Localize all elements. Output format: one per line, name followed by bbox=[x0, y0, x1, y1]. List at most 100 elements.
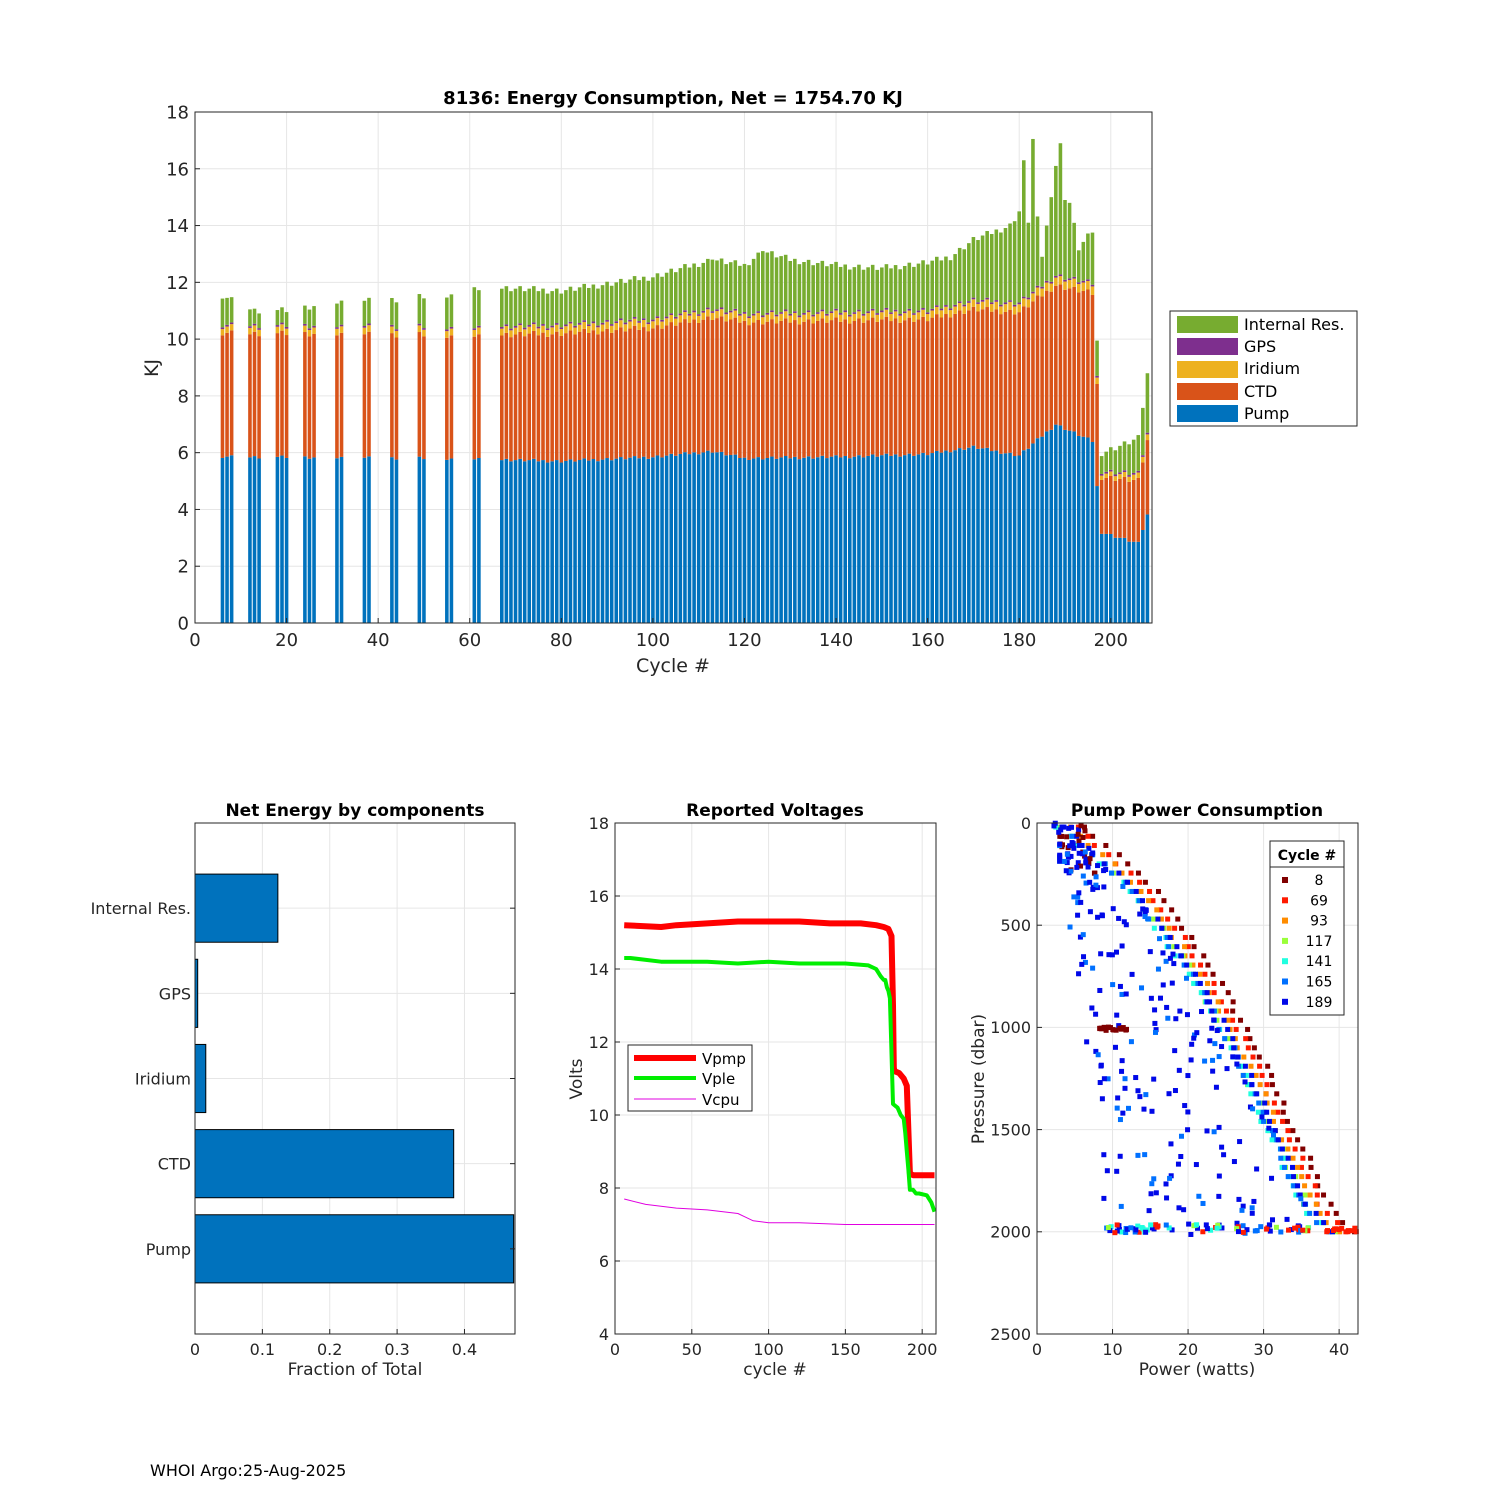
bar-gps bbox=[660, 319, 664, 322]
legend-label-cycle-69: 69 bbox=[1310, 893, 1328, 909]
scatter-point bbox=[1202, 971, 1208, 977]
scatter-point bbox=[1075, 900, 1081, 906]
bar-ctd bbox=[1067, 288, 1072, 431]
scatter-point bbox=[1186, 1221, 1192, 1227]
bar-iridium bbox=[829, 313, 834, 321]
voltages-chart: 0 50 100 150 200 4 6 8 10 12 14 16 18 Reported Volta… bbox=[567, 801, 937, 1380]
scatter-point bbox=[1211, 990, 1217, 996]
bar-gps bbox=[532, 322, 536, 325]
pump-power-y-tick-label: 0 bbox=[1021, 814, 1031, 833]
bar-pump bbox=[1145, 514, 1150, 623]
bar-internal-res bbox=[1035, 216, 1040, 286]
bar-internal-res bbox=[980, 235, 985, 300]
scatter-point bbox=[1115, 1095, 1121, 1101]
bar-internal-res bbox=[220, 298, 225, 328]
scatter-point bbox=[1247, 1036, 1253, 1042]
bar-gps bbox=[1131, 472, 1136, 475]
scatter-point bbox=[1214, 1225, 1220, 1231]
scatter-point bbox=[1165, 916, 1171, 922]
scatter-point bbox=[1103, 1027, 1109, 1033]
bar-gps bbox=[550, 325, 554, 328]
scatter-point bbox=[1239, 1207, 1245, 1213]
bar-ctd bbox=[504, 332, 509, 459]
scatter-point bbox=[1211, 1008, 1217, 1014]
scatter-point bbox=[1264, 1226, 1270, 1232]
scatter-point bbox=[1184, 962, 1190, 968]
bar-iridium bbox=[362, 327, 367, 335]
scatter-point bbox=[1264, 1082, 1270, 1088]
scatter-point bbox=[1242, 1063, 1248, 1069]
scatter-point bbox=[1104, 1168, 1110, 1174]
bar-pump bbox=[770, 456, 774, 623]
bar-internal-res bbox=[284, 312, 289, 327]
scatter-point bbox=[1211, 980, 1217, 986]
scatter-point bbox=[1060, 842, 1066, 848]
scatter-point bbox=[1335, 1220, 1341, 1226]
scatter-point bbox=[1103, 842, 1109, 848]
bar-ctd bbox=[536, 335, 541, 462]
scatter-point bbox=[1139, 985, 1145, 991]
bar-iridium bbox=[756, 312, 760, 320]
bar-pump bbox=[582, 458, 586, 623]
bar-ctd bbox=[820, 318, 825, 456]
scatter-point bbox=[1145, 916, 1151, 922]
scatter-point bbox=[1175, 916, 1181, 922]
bar-gps bbox=[522, 327, 527, 330]
bar-iridium bbox=[866, 313, 870, 321]
scatter-point bbox=[1166, 1225, 1172, 1231]
bar-iridium bbox=[632, 318, 637, 326]
scatter-point bbox=[1275, 1137, 1281, 1143]
bar-internal-res bbox=[1141, 407, 1145, 456]
bar-pump bbox=[1058, 425, 1063, 623]
bar-iridium bbox=[1122, 471, 1127, 477]
bar-ctd bbox=[655, 325, 660, 456]
energy-x-tick-label: 180 bbox=[1002, 630, 1036, 651]
scatter-point bbox=[1061, 858, 1067, 864]
scatter-point bbox=[1290, 1164, 1296, 1170]
bar-ctd bbox=[1141, 462, 1145, 530]
bar-pump bbox=[848, 458, 852, 623]
bar-pump bbox=[390, 457, 394, 623]
scatter-point bbox=[1090, 850, 1096, 856]
bar-ctd bbox=[312, 333, 316, 458]
legend-swatch-gps bbox=[1177, 338, 1238, 355]
bar-iridium bbox=[733, 310, 738, 318]
bar-internal-res bbox=[1049, 197, 1054, 282]
scatter-point bbox=[1269, 1175, 1275, 1181]
scatter-point bbox=[1119, 1068, 1125, 1074]
bar-ctd bbox=[623, 331, 628, 460]
pump-power-x-tick-label: 40 bbox=[1329, 1340, 1349, 1359]
scatter-point bbox=[1214, 1028, 1220, 1034]
scatter-point bbox=[1182, 1103, 1188, 1109]
bar-gps bbox=[1017, 302, 1021, 305]
scatter-point bbox=[1068, 853, 1074, 859]
bar-ctd bbox=[303, 332, 307, 457]
bar-iridium bbox=[724, 314, 728, 322]
bar-iridium bbox=[1008, 301, 1012, 310]
pump-power-y-tick-label: 2500 bbox=[990, 1325, 1031, 1344]
components-category-label: CTD bbox=[158, 1155, 191, 1174]
scatter-point bbox=[1151, 925, 1157, 931]
bar-iridium bbox=[536, 328, 541, 336]
bar-ctd bbox=[687, 322, 692, 455]
scatter-point bbox=[1157, 995, 1163, 1001]
bar-gps bbox=[710, 311, 715, 313]
bar-gps bbox=[687, 313, 692, 316]
bar-internal-res bbox=[1003, 228, 1008, 303]
bar-gps bbox=[811, 314, 815, 317]
bar-pump bbox=[1012, 456, 1017, 623]
scatter-point bbox=[1200, 1229, 1206, 1235]
bar-ctd bbox=[417, 332, 422, 457]
bar-internal-res bbox=[806, 259, 811, 311]
scatter-point bbox=[1123, 1027, 1129, 1033]
bar-pump bbox=[591, 459, 596, 623]
scatter-point bbox=[1234, 1226, 1240, 1232]
scatter-point bbox=[1178, 1154, 1184, 1160]
bar-ctd bbox=[559, 335, 564, 463]
scatter-point bbox=[1143, 907, 1149, 913]
scatter-point bbox=[1101, 1195, 1107, 1201]
scatter-point bbox=[1185, 1073, 1191, 1079]
bar-iridium bbox=[948, 310, 953, 318]
scatter-point bbox=[1262, 1100, 1268, 1106]
scatter-point bbox=[1203, 1222, 1209, 1228]
